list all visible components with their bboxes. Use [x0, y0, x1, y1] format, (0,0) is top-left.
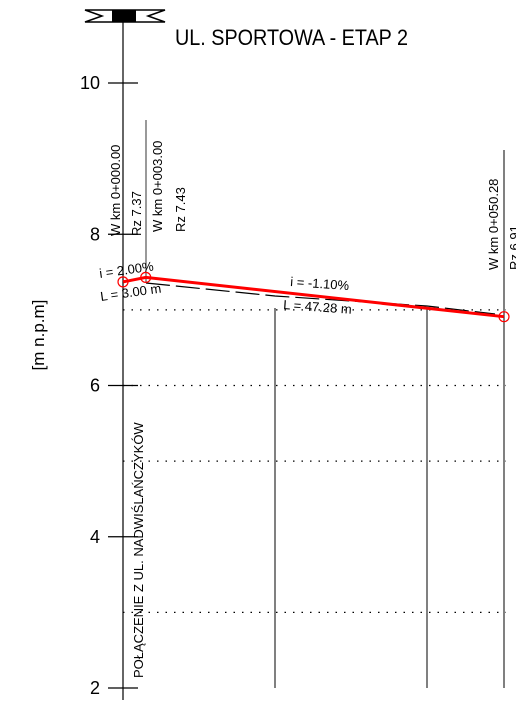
y-axis-label: [m n.p.m]: [29, 300, 48, 371]
segment-2-length: L = 47.28 m: [283, 297, 352, 317]
y-tick-label: 6: [90, 376, 100, 396]
station-lines: [145, 120, 505, 688]
elevation-label-2: Rz 7.43: [173, 187, 188, 232]
drawing-title: UL. SPORTOWA - ETAP 2: [175, 26, 408, 50]
profile-point: [140, 271, 152, 283]
station-label-1: W km 0+000.00: [108, 145, 123, 236]
station-label-3: W km 0+050.28: [486, 179, 501, 270]
y-tick-label: 10: [80, 73, 100, 93]
profile-line: [122, 275, 505, 319]
design-profile: [117, 271, 510, 323]
elevation-label-1: Rz 7.37: [129, 191, 144, 236]
elevation-label-3: Rz 6.91: [507, 225, 516, 270]
profile-point: [117, 276, 129, 288]
connection-note: POŁĄCZENIE Z UL. NADWIŚLAŃCZYKÓW: [131, 422, 146, 678]
north-marker-icon: [84, 9, 166, 23]
segment-2-grade: i = -1.10%: [290, 274, 350, 293]
y-tick-label: 8: [90, 224, 100, 244]
segment-labels: i = 2.00% L = 3.00 m i = -1.10% L = 47.2…: [98, 258, 352, 316]
grid-lines: [123, 309, 506, 613]
station-label-2: W km 0+003.00: [150, 141, 165, 232]
station-labels: W km 0+000.00 Rz 7.37 W km 0+003.00 Rz 7…: [108, 141, 516, 270]
y-tick-label: 2: [90, 678, 100, 698]
profile-point: [498, 311, 510, 323]
y-tick-label: 4: [90, 527, 100, 547]
existing-ground-line: [145, 282, 496, 315]
segment-1-length: L = 3.00 m: [99, 281, 162, 304]
